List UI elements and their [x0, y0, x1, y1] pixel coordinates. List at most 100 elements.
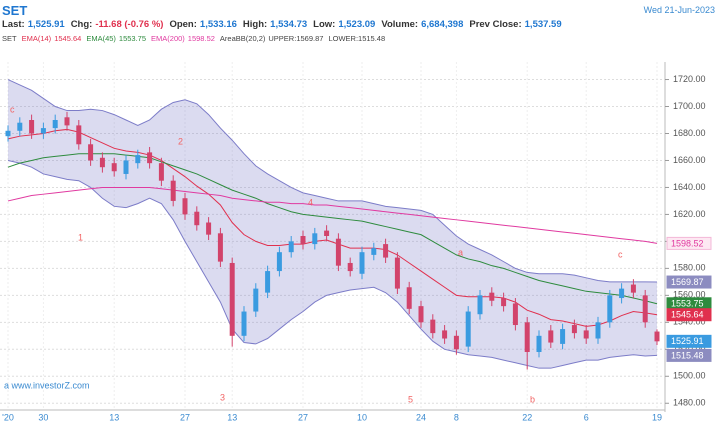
quote-label: Volume:	[381, 19, 419, 30]
annotation: 1	[78, 232, 83, 242]
candle-body	[288, 241, 294, 253]
chart-title: SET	[2, 3, 28, 18]
x-tick-label: 27	[180, 412, 190, 422]
candle-body	[241, 311, 247, 336]
quote-value: -11.68 (-0.76 %)	[95, 19, 164, 30]
candle-body	[276, 252, 282, 272]
quote-value: 1,523.09	[338, 19, 376, 30]
quote-value: 1,534.73	[270, 19, 308, 30]
y-tick-label: 1720.00	[673, 74, 706, 84]
y-tick-label: 1640.00	[673, 182, 706, 192]
legend-name: AreaBB(20,2)	[219, 34, 266, 43]
y-tick-label: 1620.00	[673, 209, 706, 219]
candle-body	[17, 122, 23, 131]
candle-body	[206, 222, 212, 235]
candle-body	[52, 120, 58, 129]
candle-body	[607, 295, 613, 323]
candle-body	[536, 335, 542, 352]
candle-body	[442, 330, 448, 339]
quote-value: 6,684,398	[421, 19, 464, 30]
candle-body	[229, 262, 235, 336]
y-tick-label: 1680.00	[673, 128, 706, 138]
annotation: b	[530, 394, 535, 404]
candle-body	[371, 248, 377, 255]
candle-body	[501, 298, 507, 307]
annotation: 4	[308, 197, 313, 207]
candle-body	[548, 330, 554, 343]
legend-value: 1515.48	[358, 34, 386, 43]
candle-body	[359, 252, 365, 274]
candle-body	[347, 262, 353, 272]
candle-body	[335, 238, 341, 266]
x-tick-label: 22	[522, 412, 532, 422]
ema-line	[7, 153, 658, 305]
candle-body	[430, 319, 436, 334]
y-tick-label: 1560.00	[673, 290, 706, 300]
y-tick-label: 1500.00	[673, 371, 706, 381]
candle-body	[158, 163, 164, 181]
x-tick-label: 10	[357, 412, 367, 422]
quote-value: 1,533.16	[199, 19, 237, 30]
price-tag-bg	[666, 348, 712, 362]
y-tick-label: 1520.00	[673, 344, 706, 354]
candle-body	[512, 303, 518, 326]
legend-symbol: SET	[2, 34, 17, 43]
legend-label: LOWER:	[328, 34, 359, 43]
annotation: 2	[178, 136, 183, 146]
annotation: c	[10, 104, 15, 114]
candle-body	[654, 331, 660, 342]
quote-value: 1,537.59	[524, 19, 562, 30]
candle-body	[170, 180, 176, 201]
candle-body	[489, 292, 495, 301]
legend: SET EMA(14) 1545.64 EMA(45) 1553.75 EMA(200) 1…	[2, 34, 390, 43]
candle-body	[619, 288, 625, 299]
y-tick-label: 1540.00	[673, 317, 706, 327]
candle-body	[324, 230, 330, 236]
quote-line: Last: 1,525.91 Chg: -11.68 (-0.76 %) Open: 1,…	[2, 19, 568, 30]
band-lower	[7, 159, 658, 369]
x-tick-label: '20	[2, 412, 14, 422]
candle-body	[630, 284, 636, 293]
candle-body	[123, 160, 129, 174]
price-tag-bg	[666, 236, 712, 250]
legend-name: EMA(14)	[21, 34, 52, 43]
price-tag: 1553.75	[671, 299, 704, 309]
candle-body	[394, 257, 400, 289]
candle-body	[5, 130, 11, 137]
y-tick-label: 1580.00	[673, 263, 706, 273]
ema-line	[7, 128, 658, 327]
price-tag-bg	[666, 334, 712, 348]
band-upper	[7, 79, 658, 283]
legend-value: 1598.52	[187, 34, 215, 43]
candle-body	[111, 163, 117, 172]
x-tick-label: 6	[584, 412, 589, 422]
candle-body	[571, 325, 577, 334]
candle-body	[465, 311, 471, 347]
legend-name: EMA(45)	[86, 34, 116, 43]
candle-body	[560, 329, 566, 344]
price-tag-bg	[666, 308, 712, 322]
x-tick-label: 13	[227, 412, 237, 422]
price-tag: 1515.48	[671, 350, 704, 360]
bollinger-band	[8, 79, 657, 369]
y-tick-label: 1480.00	[673, 398, 706, 408]
candle-body	[477, 295, 483, 315]
quote-label: Prev Close:	[469, 19, 522, 30]
candle-body	[265, 271, 271, 293]
candle-body	[583, 330, 589, 339]
candle-body	[147, 152, 153, 164]
quote-label: Chg:	[70, 19, 93, 30]
candle-body	[88, 144, 94, 161]
candle-body	[418, 306, 424, 323]
candle-body	[99, 157, 105, 168]
candle-body	[135, 155, 141, 164]
annotation: 5	[408, 394, 413, 404]
annotation: 3	[220, 392, 225, 402]
candle-body	[383, 244, 389, 258]
candle-body	[194, 211, 200, 226]
candle-body	[29, 120, 35, 134]
quote-value: 1,525.91	[27, 19, 65, 30]
legend-label: UPPER:	[268, 34, 297, 43]
price-tag: 1569.87	[671, 277, 704, 287]
